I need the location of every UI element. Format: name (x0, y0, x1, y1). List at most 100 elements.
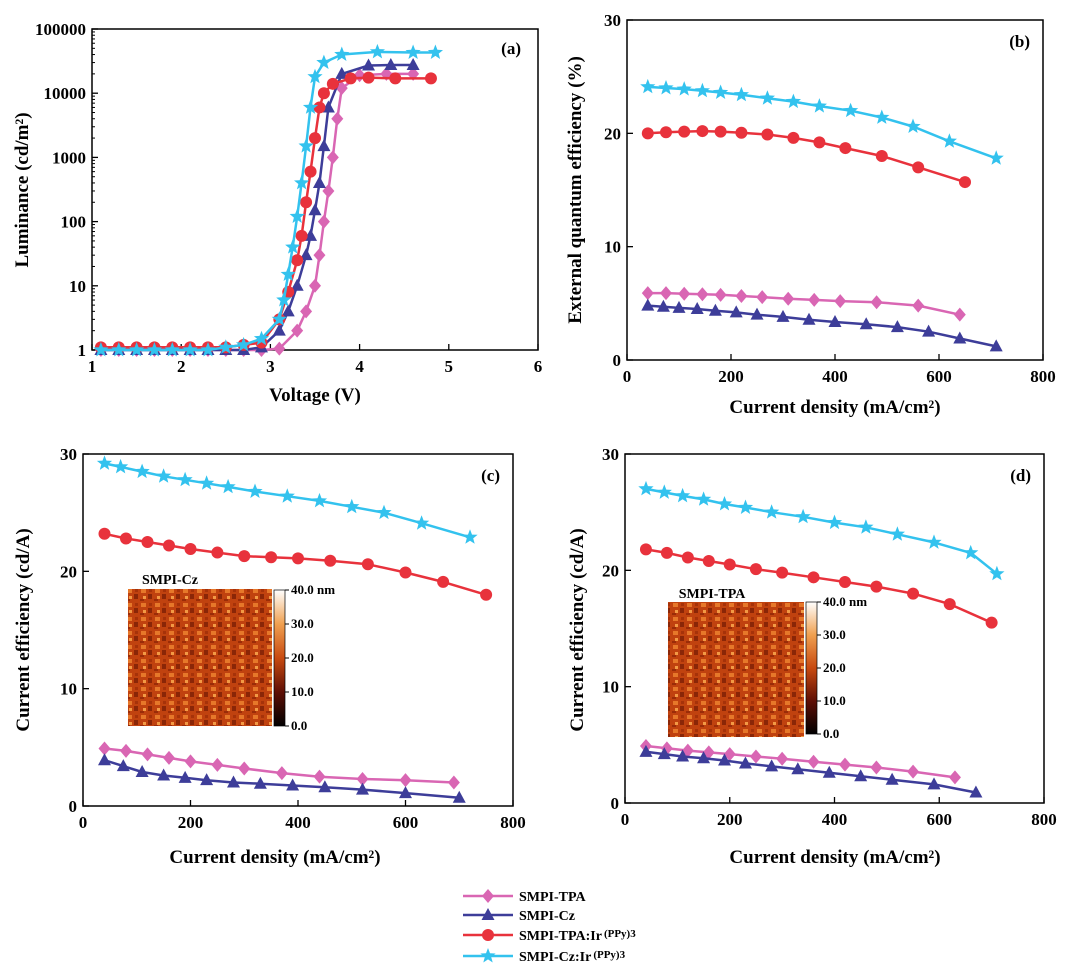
legend-item-smpi-cz-ir: SMPI-Cz:Ir (PPy)3 (463, 948, 626, 965)
data-point (714, 287, 727, 302)
series-line (100, 76, 431, 349)
data-point (696, 491, 712, 506)
y-tick-label: 1 (78, 341, 87, 360)
data-point (735, 288, 748, 303)
data-point (326, 77, 339, 90)
data-point (723, 747, 736, 762)
series-group (638, 480, 1005, 798)
data-point (678, 286, 691, 301)
data-point (275, 766, 288, 781)
y-tick-label: 0 (611, 794, 620, 813)
data-point (294, 174, 310, 190)
series-group (93, 43, 443, 357)
data-point (749, 563, 762, 576)
data-point (697, 751, 711, 764)
data-point (141, 747, 154, 762)
data-point (304, 228, 318, 241)
data-point (184, 754, 197, 769)
data-point (317, 87, 330, 100)
data-point (291, 323, 304, 338)
x-axis-label: Voltage (V) (269, 385, 361, 406)
data-point (285, 239, 301, 254)
data-point (641, 127, 654, 140)
axis-ticks: 0 200 400 600 800 0 10 20 30 (602, 445, 1057, 829)
panel-label: (d) (1010, 466, 1031, 485)
panel-label: (b) (1009, 32, 1030, 51)
data-point (113, 458, 129, 474)
inset-title: SMPI-Cz (142, 573, 198, 588)
data-point (331, 111, 344, 126)
data-point (369, 43, 385, 59)
data-point (437, 575, 450, 588)
y-axis-label: Current efficiency (cd/A) (13, 528, 34, 731)
data-point (989, 339, 1003, 352)
data-point (324, 554, 337, 567)
series-group (96, 455, 493, 803)
colorbar-tick-label: 0.0 (823, 726, 839, 741)
y-tick-label: 0 (613, 351, 622, 370)
x-tick-label: 2 (177, 357, 186, 376)
data-point (828, 315, 842, 328)
axis-ticks: 0 200 400 600 800 0 10 20 30 (60, 445, 526, 832)
x-tick-label: 400 (822, 367, 848, 386)
x-tick-label: 800 (1031, 810, 1057, 829)
data-point (808, 292, 821, 307)
data-point (304, 165, 317, 178)
colorbar-tick-label: 10.0 (291, 684, 314, 699)
data-point (807, 754, 820, 769)
data-point (247, 483, 263, 498)
data-point (660, 286, 672, 301)
data-point (356, 782, 369, 795)
data-point (298, 138, 314, 153)
y-tick-label: 10 (604, 238, 621, 257)
data-point (356, 772, 369, 787)
data-point (870, 580, 883, 593)
x-axis-label: Current density (mA/cm²) (169, 847, 380, 868)
data-point (765, 759, 779, 772)
data-point (735, 126, 748, 139)
data-point (292, 552, 304, 565)
data-point (238, 761, 251, 776)
data-point (309, 132, 321, 145)
data-point (656, 484, 672, 499)
data-point (678, 125, 691, 138)
data-point (313, 769, 326, 784)
data-point (750, 307, 764, 320)
afm-image (128, 589, 272, 726)
data-point (969, 785, 983, 798)
series-line (104, 747, 454, 784)
data-point (927, 777, 941, 790)
x-tick-label: 4 (355, 357, 364, 376)
data-point (163, 750, 175, 765)
legend-item-smpi-tpa-ir: SMPI-TPA:Ir (PPy)3 (463, 928, 636, 944)
data-point (675, 487, 691, 503)
data-point (236, 336, 252, 352)
data-point (854, 769, 868, 782)
data-point (272, 323, 286, 336)
data-point (313, 101, 326, 114)
data-point (200, 773, 214, 786)
data-point (447, 775, 460, 790)
colorbar-tick-label: 0.0 (291, 718, 307, 733)
data-point (988, 150, 1004, 165)
data-point (141, 536, 154, 548)
legend-marker-diamond (482, 889, 494, 903)
data-point (316, 54, 332, 69)
data-point (785, 93, 801, 109)
series-group (640, 78, 1004, 352)
data-point (362, 58, 376, 71)
data-point (963, 544, 979, 560)
panel-c: 0 200 400 600 800 0 10 20 30 SMPI-Cz 40.0 nm 30.0… (13, 445, 526, 868)
data-point (424, 72, 437, 85)
y-tick-label: 30 (604, 11, 621, 30)
data-point (120, 532, 132, 545)
legend-label-main: SMPI-TPA:Ir (519, 929, 602, 944)
y-tick-label: 0 (69, 797, 78, 816)
panel-b: 0 200 400 600 800 0 10 20 30 (b) Current density… (565, 11, 1056, 418)
data-point (660, 126, 672, 139)
data-point (156, 468, 172, 483)
data-point (317, 139, 331, 152)
data-point (676, 749, 690, 762)
data-point (427, 44, 443, 59)
data-point (716, 496, 733, 511)
